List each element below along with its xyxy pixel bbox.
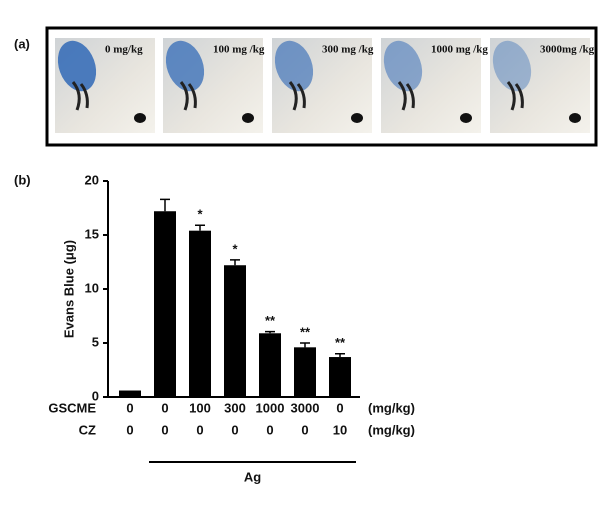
x-tick-label: 0 (266, 422, 273, 437)
panel-label: (b) (14, 172, 31, 187)
x-tick-label: 10 (333, 422, 347, 437)
bar (294, 347, 316, 397)
image-label: 0 mg/kg (105, 44, 143, 56)
x-tick-label: 3000 (291, 400, 320, 415)
panel-frame (45, 26, 598, 147)
image-label: 100 mg /kg (213, 44, 265, 56)
ear (492, 40, 532, 92)
ear-fold (288, 81, 306, 111)
significance-label: * (232, 241, 238, 256)
error-bar (335, 353, 345, 358)
y-tick-label: 0 (92, 388, 99, 403)
error-bar (300, 342, 310, 348)
significance-label: ** (265, 313, 276, 328)
x-tick-label: 0 (301, 422, 308, 437)
ear-fold (71, 81, 89, 111)
error-bar (160, 198, 170, 212)
ear (165, 40, 205, 92)
bar (224, 265, 246, 397)
bar (329, 357, 351, 397)
significance-label: * (197, 207, 203, 222)
photo-row: 0 mg/kg 100 mg /kg 300 mg /kg 1000 mg /kg 30… (55, 38, 595, 133)
x-tick-label: 100 (189, 400, 211, 415)
row-name: CZ (79, 422, 96, 437)
image-label: 3000mg /kg (540, 44, 595, 56)
ear (383, 40, 423, 92)
significance-label: ** (300, 324, 311, 339)
x-tick-label: 0 (161, 422, 168, 437)
x-tick-label: 0 (336, 400, 343, 415)
error-bar (195, 224, 205, 231)
bar (189, 230, 211, 397)
panel-label: (a) (14, 36, 30, 51)
eye (569, 113, 581, 123)
error-bar (230, 259, 240, 266)
ear-fold (179, 81, 197, 111)
bar (119, 390, 141, 397)
ear (274, 40, 314, 92)
ear-fold (506, 81, 524, 111)
y-axis-label: Evans Blue (μg) (61, 240, 76, 338)
x-tick-label: 0 (161, 400, 168, 415)
eye (134, 113, 146, 123)
y-tick-label: 20 (85, 172, 99, 187)
x-tick-label: 0 (196, 422, 203, 437)
eye (242, 113, 254, 123)
error-bar (265, 330, 275, 334)
ear-fold (397, 81, 415, 111)
image-label: 1000 mg /kg (431, 44, 488, 56)
bar (154, 211, 176, 397)
image-label: 300 mg /kg (322, 44, 374, 56)
row-name: GSCME (48, 400, 96, 415)
group-label: Ag (244, 469, 261, 484)
bar (259, 333, 281, 397)
row-unit: (mg/kg) (368, 400, 415, 415)
x-tick-label: 0 (231, 422, 238, 437)
y-tick-label: 5 (92, 334, 99, 349)
x-tick-label: 0 (126, 400, 133, 415)
y-tick-label: 15 (85, 226, 99, 241)
x-tick-label: 300 (224, 400, 246, 415)
eye (351, 113, 363, 123)
eye (460, 113, 472, 123)
x-tick-label: 0 (126, 422, 133, 437)
ear (57, 40, 97, 92)
y-tick-label: 10 (85, 280, 99, 295)
x-tick-label: 1000 (256, 400, 285, 415)
row-unit: (mg/kg) (368, 422, 415, 437)
significance-label: ** (335, 335, 346, 350)
